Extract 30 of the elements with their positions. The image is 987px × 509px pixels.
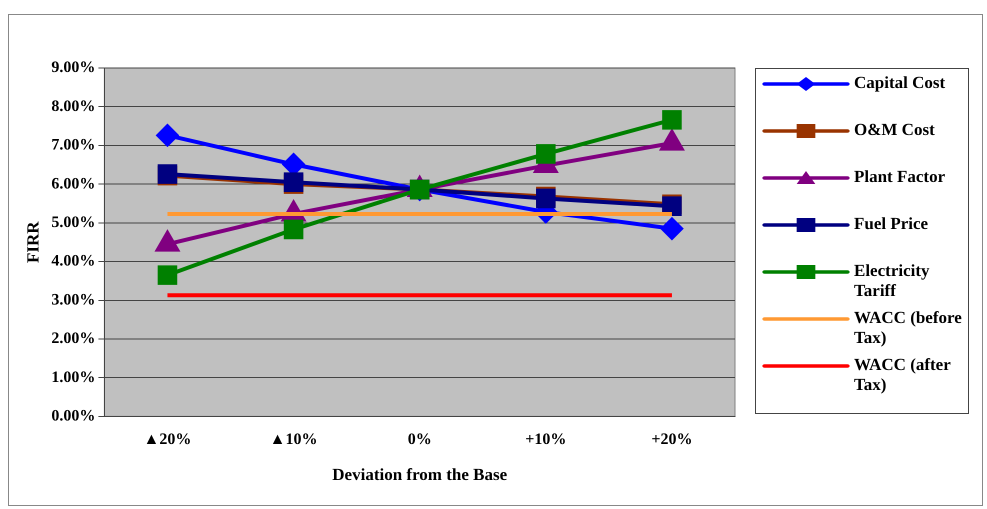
legend-label: WACC (after Tax) <box>854 355 952 395</box>
y-tick-label: 3.00% <box>51 291 96 308</box>
legend-label: Capital Cost <box>854 73 946 93</box>
point <box>536 144 556 164</box>
x-tick-label: +10% <box>525 431 566 448</box>
y-tick-label: 1.00% <box>51 368 96 386</box>
y-tick-label: 0.00% <box>51 408 96 425</box>
y-tick-label: 2.00% <box>51 330 96 348</box>
y-tick-label: 7.00% <box>51 136 96 154</box>
y-tick-label: 6.00% <box>51 175 96 192</box>
x-tick-label: +20% <box>651 431 693 448</box>
x-axis-title: Deviation from the Base <box>332 465 508 484</box>
legend-label: O&M Cost <box>854 120 935 140</box>
legend-label: Plant Factor <box>854 167 946 187</box>
y-tick-label: 8.00% <box>51 98 96 115</box>
x-tick-label: ▲20% <box>144 431 192 448</box>
x-tick-label: ▲10% <box>270 431 318 448</box>
point <box>662 110 682 130</box>
point <box>284 220 304 240</box>
legend-label: Fuel Price <box>854 214 928 234</box>
y-tick-label: 5.00% <box>51 214 96 231</box>
x-tick-label: 0% <box>408 431 432 448</box>
legend-label: Electricity Tariff <box>854 261 931 301</box>
y-axis-title: FIRR <box>24 220 43 263</box>
point <box>158 265 178 285</box>
point <box>156 124 178 146</box>
point <box>660 218 683 240</box>
y-tick-label: 4.00% <box>51 252 96 270</box>
legend-label: WACC (before Tax) <box>854 308 963 348</box>
y-tick-label: 9.00% <box>51 59 96 76</box>
